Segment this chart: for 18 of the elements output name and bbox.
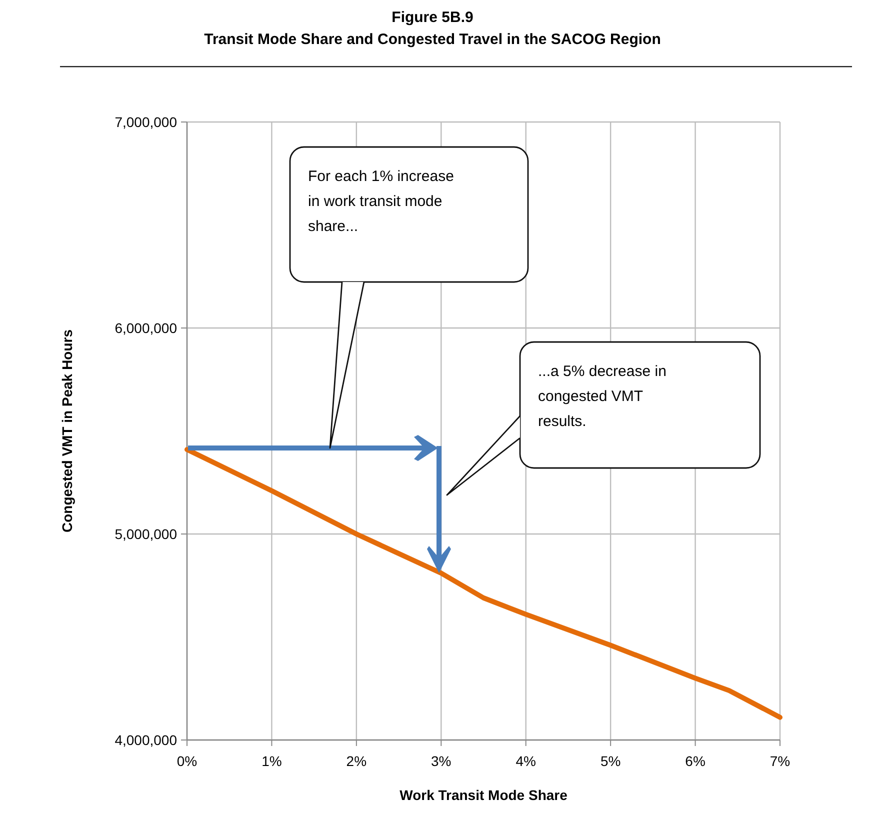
x-tick-label: 4% [516,753,536,769]
y-tick-label: 7,000,000 [114,114,178,130]
x-tick-label: 1% [262,753,282,769]
y-tick-label: 5,000,000 [114,526,178,542]
y-axis-title: Congested VMT in Peak Hours [59,329,75,533]
annotation: ...a 5% decrease in congested VMT results. [538,363,666,430]
x-tick-label: 6% [685,753,706,769]
y-tick-label: 6,000,000 [114,320,178,336]
x-axis-title: Work Transit Mode Share [400,787,568,803]
y-tick-label: 4,000,000 [114,732,178,748]
x-tick-label: 2% [346,753,367,769]
x-tick-label: 7% [770,753,790,769]
annotation: For each 1% increase in work transit mode share... [308,168,454,235]
chart-title: Figure 5B.9 [392,9,474,26]
chart-subtitle: Transit Mode Share and Congested Travel in the SACOG Region [204,31,661,48]
x-tick-label: 3% [431,753,452,769]
x-tick-label: 5% [600,753,621,769]
x-tick-label: 0% [176,753,198,769]
